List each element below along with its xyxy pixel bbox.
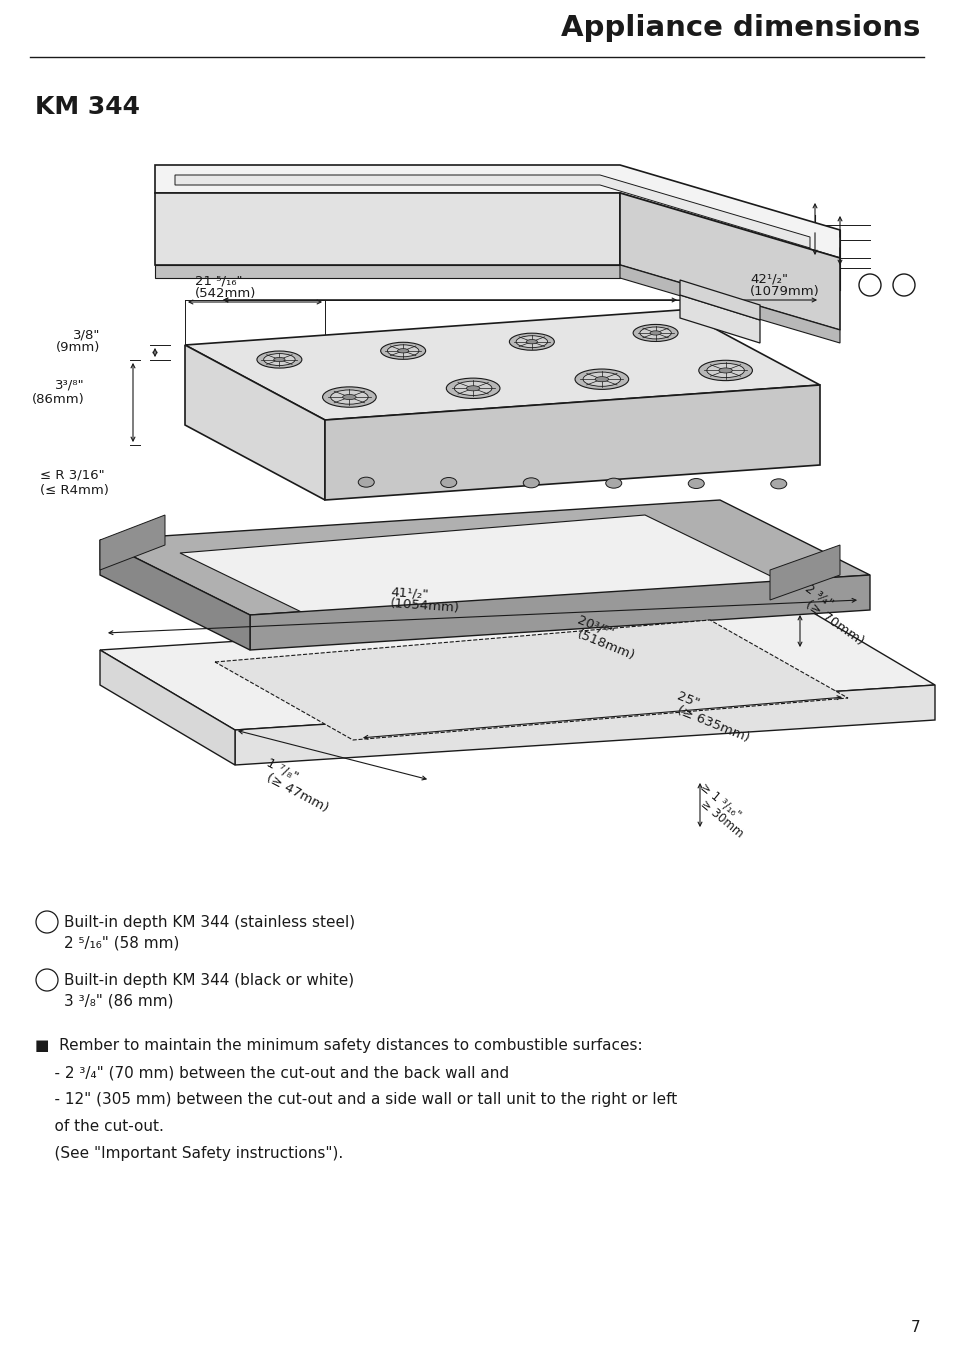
Polygon shape	[185, 310, 820, 420]
Text: (See "Important Safety instructions").: (See "Important Safety instructions").	[35, 1146, 343, 1161]
Ellipse shape	[256, 352, 301, 368]
Ellipse shape	[698, 360, 752, 381]
Polygon shape	[679, 295, 760, 343]
Text: of the cut-out.: of the cut-out.	[35, 1119, 164, 1134]
Text: (≥ 47mm): (≥ 47mm)	[264, 771, 330, 814]
Text: 1: 1	[43, 915, 51, 929]
Ellipse shape	[526, 339, 537, 343]
Text: ≥ 1 ³/₁₆": ≥ 1 ³/₁₆"	[697, 780, 742, 821]
Text: (≤ R4mm): (≤ R4mm)	[40, 484, 109, 498]
Ellipse shape	[770, 479, 786, 489]
Text: - 12" (305 mm) between the cut-out and a side wall or tall unit to the right or : - 12" (305 mm) between the cut-out and a…	[35, 1092, 677, 1107]
Text: 2 ¾": 2 ¾"	[801, 581, 835, 611]
Ellipse shape	[387, 345, 418, 357]
Polygon shape	[619, 193, 840, 330]
Text: 21 ⁵/₁₆": 21 ⁵/₁₆"	[194, 274, 242, 288]
Text: (542mm): (542mm)	[194, 287, 256, 300]
Polygon shape	[100, 500, 869, 615]
Polygon shape	[619, 265, 840, 343]
Text: (86mm): (86mm)	[32, 393, 85, 407]
Ellipse shape	[331, 389, 368, 404]
Text: (≥ 635mm): (≥ 635mm)	[675, 704, 750, 745]
Text: 3³/⁸": 3³/⁸"	[55, 379, 85, 392]
Text: 25": 25"	[675, 690, 700, 711]
Ellipse shape	[639, 327, 671, 339]
Text: (1079mm): (1079mm)	[749, 285, 819, 297]
Text: 20³/⁸": 20³/⁸"	[575, 612, 615, 639]
Polygon shape	[100, 539, 250, 650]
Text: 42¹/₂": 42¹/₂"	[749, 273, 787, 287]
Ellipse shape	[322, 387, 375, 407]
Text: KM 344: KM 344	[35, 95, 140, 119]
Ellipse shape	[649, 331, 660, 335]
Polygon shape	[100, 515, 165, 571]
Circle shape	[858, 274, 880, 296]
Circle shape	[892, 274, 914, 296]
Ellipse shape	[605, 479, 621, 488]
Text: (518mm): (518mm)	[575, 627, 637, 662]
Text: 2: 2	[900, 279, 907, 292]
Polygon shape	[180, 515, 784, 621]
Ellipse shape	[454, 381, 492, 395]
Text: ≥ 30mm: ≥ 30mm	[697, 796, 744, 840]
Text: 41¹/₂": 41¹/₂"	[390, 585, 428, 600]
Text: 1 ⁷/₈": 1 ⁷/₈"	[264, 756, 299, 783]
Circle shape	[36, 969, 58, 991]
Text: Built-in depth KM 344 (stainless steel): Built-in depth KM 344 (stainless steel)	[64, 915, 355, 930]
Ellipse shape	[397, 349, 408, 353]
Ellipse shape	[516, 335, 547, 347]
Ellipse shape	[466, 385, 479, 391]
Text: 3/8": 3/8"	[72, 329, 100, 341]
Text: (≥ 70mm): (≥ 70mm)	[801, 598, 865, 648]
Ellipse shape	[446, 379, 499, 399]
Text: (9mm): (9mm)	[55, 341, 100, 354]
Polygon shape	[234, 685, 934, 765]
Text: 7: 7	[909, 1320, 919, 1334]
Polygon shape	[154, 193, 619, 265]
Ellipse shape	[719, 368, 732, 373]
Text: - 2 ³/₄" (70 mm) between the cut-out and the back wall and: - 2 ³/₄" (70 mm) between the cut-out and…	[35, 1065, 509, 1080]
Text: ■  Rember to maintain the minimum safety distances to combustible surfaces:: ■ Rember to maintain the minimum safety …	[35, 1038, 642, 1053]
Text: 1: 1	[865, 279, 873, 292]
Ellipse shape	[522, 477, 538, 488]
Polygon shape	[769, 545, 840, 600]
Ellipse shape	[358, 477, 374, 487]
Ellipse shape	[274, 357, 285, 362]
Text: 2: 2	[43, 973, 51, 987]
Ellipse shape	[509, 333, 554, 350]
Text: Appliance dimensions: Appliance dimensions	[560, 14, 919, 42]
Text: ≤ R 3/16": ≤ R 3/16"	[40, 468, 105, 481]
Ellipse shape	[575, 369, 628, 389]
Text: Built-in depth KM 344 (black or white): Built-in depth KM 344 (black or white)	[64, 973, 354, 988]
Text: 2 ⁵/₁₆" (58 mm): 2 ⁵/₁₆" (58 mm)	[64, 936, 179, 950]
Polygon shape	[174, 174, 809, 247]
Ellipse shape	[633, 324, 678, 342]
Polygon shape	[154, 265, 619, 279]
Ellipse shape	[342, 395, 355, 400]
Polygon shape	[100, 604, 934, 730]
Polygon shape	[154, 165, 840, 258]
Polygon shape	[679, 280, 760, 320]
Ellipse shape	[687, 479, 703, 488]
Ellipse shape	[595, 377, 608, 381]
Polygon shape	[214, 621, 847, 740]
Ellipse shape	[582, 372, 620, 387]
Text: (1054mm): (1054mm)	[390, 598, 460, 615]
Ellipse shape	[263, 354, 294, 365]
Text: 3 ³/₈" (86 mm): 3 ³/₈" (86 mm)	[64, 992, 173, 1009]
Ellipse shape	[380, 342, 425, 360]
Polygon shape	[325, 385, 820, 500]
Polygon shape	[250, 575, 869, 650]
Ellipse shape	[440, 477, 456, 488]
Circle shape	[36, 911, 58, 933]
Polygon shape	[185, 345, 325, 500]
Polygon shape	[100, 650, 234, 765]
Ellipse shape	[706, 364, 743, 377]
